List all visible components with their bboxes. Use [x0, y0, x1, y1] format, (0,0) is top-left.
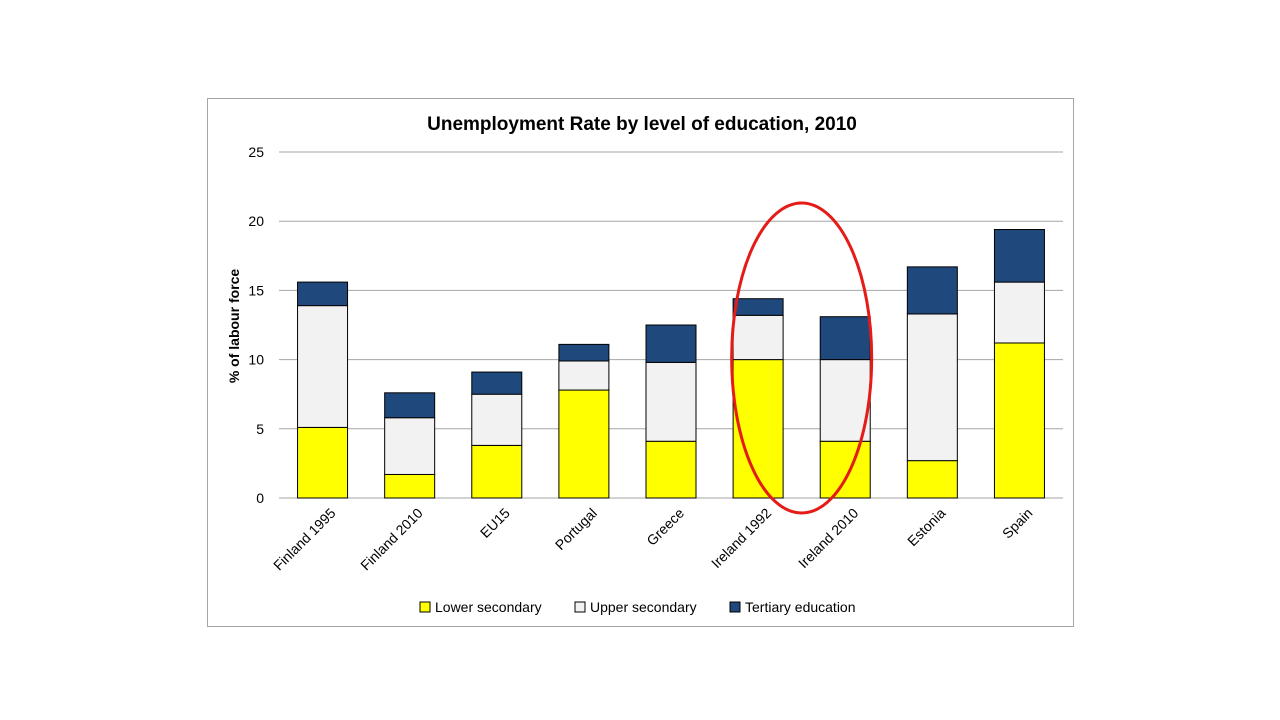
chart-title: Unemployment Rate by level of education,…: [427, 114, 857, 135]
bar-segment: [906, 266, 958, 315]
legend-swatch: [419, 601, 431, 613]
y-tick-label: 20: [248, 213, 264, 229]
legend-swatch: [729, 601, 741, 613]
bar-segment: [384, 473, 436, 499]
bar-segment: [993, 342, 1045, 499]
legend-label: Tertiary education: [745, 599, 856, 615]
x-category-label: Portugal: [552, 505, 600, 553]
x-category-label: Greece: [643, 505, 687, 549]
bar-segment: [732, 298, 784, 316]
bar-segment: [558, 343, 610, 362]
y-tick-label: 5: [256, 421, 264, 437]
bar-segment: [645, 361, 697, 442]
bar-segment: [732, 314, 784, 361]
bar-segment: [819, 440, 871, 499]
bar-segment: [906, 460, 958, 499]
bar-segment: [297, 281, 349, 307]
x-category-label: EU15: [477, 505, 513, 541]
y-axis-ticks: 0 5 10 15 20 25: [248, 144, 264, 506]
bar-segment: [384, 417, 436, 475]
legend-label: Upper secondary: [590, 599, 697, 615]
annotation: [730, 201, 874, 515]
y-tick-label: 25: [248, 144, 264, 160]
bar-segment: [645, 440, 697, 499]
stacked-bar-chart: Unemployment Rate by level of education,…: [226, 114, 1063, 615]
legend: Lower secondary Upper secondary Tertiary e…: [419, 599, 856, 615]
bar-segment: [297, 426, 349, 499]
y-tick-label: 0: [256, 490, 264, 506]
bar-segment: [645, 324, 697, 363]
bars: [297, 229, 1045, 499]
x-category-label: Ireland 1992: [708, 505, 775, 572]
x-category-label: Spain: [999, 505, 1036, 542]
x-category-label: Ireland 2010: [795, 505, 862, 572]
bar-segment: [906, 313, 958, 462]
x-axis-labels: Finland 1995 Finland 2010 EU15 Portugal Gree…: [270, 505, 1035, 574]
x-category-label: Estonia: [904, 505, 948, 549]
x-category-label: Finland 1995: [270, 505, 339, 574]
bar-segment: [297, 305, 349, 428]
legend-swatch: [574, 601, 586, 613]
bar-segment: [471, 393, 523, 446]
bar-segment: [819, 316, 871, 361]
y-axis-label: % of labour force: [226, 269, 242, 384]
highlight-ellipse: [730, 201, 874, 515]
bar-segment: [993, 281, 1045, 344]
legend-label: Lower secondary: [435, 599, 542, 615]
chart-frame: Unemployment Rate by level of education,…: [207, 98, 1074, 627]
bar-segment: [558, 360, 610, 391]
bar-segment: [732, 359, 784, 499]
x-category-label: Finland 2010: [357, 505, 426, 574]
bar-segment: [558, 389, 610, 499]
y-tick-label: 10: [248, 352, 264, 368]
bar-segment: [993, 229, 1045, 283]
bar-segment: [471, 371, 523, 395]
y-tick-label: 15: [248, 282, 264, 298]
bar-segment: [471, 444, 523, 499]
bar-segment: [384, 392, 436, 419]
